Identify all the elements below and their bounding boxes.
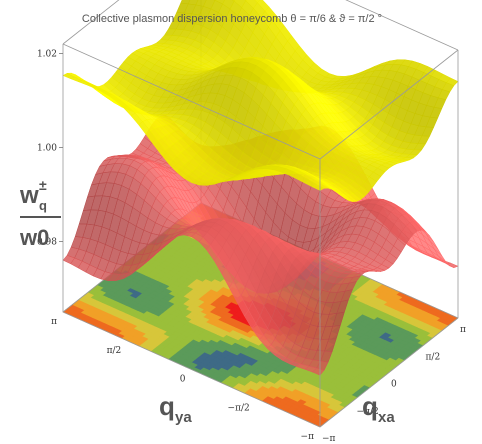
- z-axis-label: w q ± w0: [19, 177, 61, 250]
- z-tick-label: 1.00: [37, 143, 57, 153]
- box-edge-top: [62, 0, 120, 45]
- y-tick-label: π/2: [107, 346, 122, 356]
- surface-cell-upper: [311, 183, 325, 191]
- z-tick-label: 0.98: [37, 237, 57, 247]
- x-tick-label: −π: [322, 434, 336, 444]
- box-edge-floor: [62, 311, 321, 428]
- x-tick-label: 0: [391, 380, 397, 390]
- z-label-denominator: w0: [19, 225, 49, 250]
- x-label-main: q: [362, 391, 378, 421]
- box-edge-top: [62, 43, 321, 160]
- y-tick-label: −π/2: [228, 403, 250, 413]
- y-tick-label: 0: [180, 375, 186, 385]
- surfaces: [62, 0, 459, 376]
- y-tick-label: −π: [301, 432, 315, 442]
- box-edge-top: [319, 49, 459, 160]
- y-label-main: q: [159, 391, 175, 421]
- box-edge-floor: [319, 317, 459, 428]
- x-tick-label: π: [460, 325, 466, 335]
- x-axis-label: q xa: [362, 391, 395, 426]
- x-label-sub: xa: [378, 409, 395, 426]
- box-edge-top: [345, 0, 459, 51]
- bounding-box-front: [62, 0, 459, 428]
- x-tick-label: −π/2: [357, 407, 379, 417]
- surface-cell-lower: [311, 367, 325, 376]
- z-label-sup: ±: [39, 177, 47, 193]
- x-tick-label: π/2: [426, 352, 441, 362]
- y-tick-label: π: [51, 317, 57, 327]
- y-axis-label: q ya: [159, 391, 192, 426]
- axis-ticks: 0.98 1.00 1.02 π π/2 0 −π/2 −π −π −π/2 0 π/2 π: [37, 49, 466, 444]
- z-label-numerator: w: [19, 182, 39, 209]
- z-label-sub: q: [39, 198, 47, 213]
- chart-title: Collective plasmon dispersion honeycomb …: [82, 13, 382, 25]
- z-tick-label: 1.02: [37, 49, 57, 59]
- y-label-sub: ya: [175, 409, 192, 426]
